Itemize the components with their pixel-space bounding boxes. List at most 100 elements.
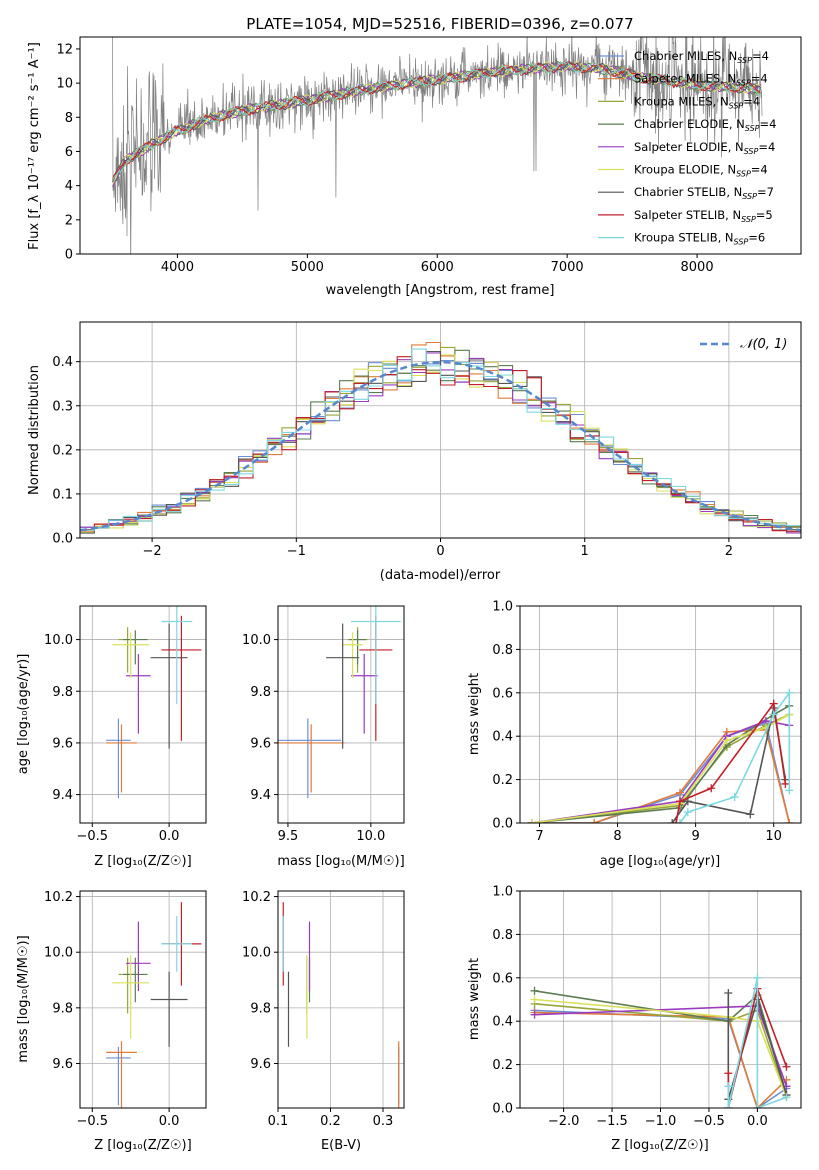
x-tick-label: 0.2 — [320, 1114, 341, 1129]
legend-label-value: =5 — [756, 208, 773, 222]
x-tick-label: −0.5 — [693, 1114, 725, 1129]
mass-vs-metallicity-xlabel: Z [log₁₀(Z/Z☉)] — [94, 1138, 191, 1153]
massweight-vs-metallicity-xlabel: Z [log₁₀(Z/Z☉)] — [611, 1138, 708, 1153]
mass-weight-point-marker — [753, 1104, 762, 1108]
legend-label-value: =4 — [760, 117, 777, 131]
histogram-step — [80, 356, 801, 532]
y-tick-label: 0.4 — [52, 355, 73, 370]
mass-vs-ebv-plot-area: 0.1 0.2 0.3 9.6 9.8 10.0 10.2 — [242, 890, 404, 1129]
y-tick-label: 10.2 — [44, 890, 73, 905]
massweight-vs-age-ylabel: mass weight — [467, 673, 482, 755]
x-tick-label: 5000 — [291, 260, 324, 275]
y-tick-label: 1.0 — [492, 885, 513, 900]
spectrum-frame — [79, 36, 802, 255]
residual-histogram-xlabel: (data-model)/error — [380, 568, 501, 583]
mass-weight-point-marker — [781, 779, 790, 788]
spectrum-legend: Chabrier MILES, NSSP=4 Salpeter MILES, NS… — [598, 49, 776, 247]
age-vs-metallicity-plot-area: −0.5 0.0 9.4 9.6 9.8 10.0 — [44, 606, 206, 844]
legend-label-value: =4 — [751, 163, 768, 177]
mass-weight-point-marker — [668, 819, 677, 823]
x-tick-label: 7 — [535, 829, 543, 844]
x-tick-label: 0.0 — [159, 1114, 180, 1129]
y-tick-label: 0.4 — [492, 1015, 513, 1030]
y-tick-label: 9.8 — [52, 1001, 73, 1016]
mass-vs-metallicity-ylabel: mass [log₁₀(M/M☉)] — [16, 935, 31, 1062]
mass-weight-point-marker — [724, 1069, 733, 1078]
mass-weight-point-marker — [753, 973, 762, 982]
mass-weight-point-marker — [724, 988, 733, 997]
massweight-vs-age-plot-area: 7 8 9 10 0.0 0.2 0.4 0.6 0.8 1.0 — [492, 600, 801, 844]
mass-vs-metallicity-plot-area: −0.5 0.0 9.6 9.8 10.0 10.2 — [44, 890, 206, 1129]
y-tick-label: 0.0 — [492, 1102, 513, 1117]
legend-label: Chabrier ELODIE, NSSP=4 — [634, 117, 776, 133]
mass-weight-point-marker — [530, 1010, 539, 1019]
legend-label: Kroupa STELIB, NSSP=6 — [634, 231, 765, 247]
y-tick-label: 0.4 — [492, 730, 513, 745]
massweight-vs-age-xlabel: age [log₁₀(age/yr)] — [600, 854, 721, 869]
mass-weight-point-marker — [683, 808, 692, 817]
mass-weight-point-marker — [782, 1093, 791, 1102]
x-tick-label: 8000 — [681, 260, 714, 275]
y-tick-label: 2 — [65, 213, 73, 228]
mass-weight-point-marker — [672, 819, 681, 823]
mass-vs-ebv-frame — [277, 890, 405, 1109]
y-tick-label: 10.0 — [44, 633, 73, 648]
x-tick-label: 2 — [725, 544, 733, 559]
mass-weight-series-line — [679, 690, 791, 823]
age-vs-mass-xlabel: mass [log₁₀(M/M☉)] — [277, 854, 404, 869]
legend-label-value: =4 — [752, 49, 769, 63]
mass-weight-series-line — [531, 722, 791, 823]
mass-vs-ebv-xlabel: E(B-V) — [321, 1138, 361, 1153]
y-tick-label: 9.8 — [250, 1001, 271, 1016]
x-tick-label: −1.0 — [645, 1114, 677, 1129]
y-tick-label: 0 — [65, 248, 73, 263]
x-tick-label: 9 — [691, 829, 699, 844]
x-tick-label: 10.0 — [356, 829, 385, 844]
y-tick-label: 10.0 — [242, 946, 271, 961]
y-tick-label: 10.0 — [242, 633, 271, 648]
massweight-vs-metallicity-ylabel: mass weight — [467, 958, 482, 1040]
x-tick-label: −1 — [287, 544, 306, 559]
x-tick-label: −0.5 — [77, 1114, 109, 1129]
mass-weight-series-line — [531, 728, 791, 823]
legend-label: Chabrier STELIB, NSSP=7 — [634, 185, 774, 201]
legend-label-subscript: SSP — [742, 192, 757, 201]
legend-label: Kroupa ELODIE, NSSP=4 — [634, 163, 768, 179]
y-tick-label: 0.2 — [52, 443, 73, 458]
mass-weight-point-marker — [527, 819, 536, 823]
x-tick-label: 10 — [765, 829, 782, 844]
y-tick-label: 0.6 — [492, 971, 513, 986]
mass-weight-point-marker — [769, 699, 778, 708]
y-tick-label: 8 — [65, 111, 73, 126]
massweight-vs-age-panel: 7 8 9 10 0.0 0.2 0.4 0.6 0.8 1.0 age [log₁₀(age/y… — [467, 600, 802, 869]
y-tick-label: 6 — [65, 145, 73, 160]
spectrum-xlabel: wavelength [Angstrom, rest frame] — [326, 283, 555, 298]
y-tick-label: 9.6 — [52, 1057, 73, 1072]
mass-weight-point-marker — [730, 792, 739, 801]
y-tick-label: 0.6 — [492, 686, 513, 701]
mass-weight-point-marker — [785, 688, 794, 697]
age-vs-metallicity-ylabel: age [log₁₀(age/yr)] — [16, 654, 31, 775]
y-tick-label: 9.6 — [250, 736, 271, 751]
y-tick-label: 10.2 — [242, 890, 271, 905]
legend-label-value: =4 — [751, 72, 768, 86]
model-fit-line — [112, 60, 762, 181]
legend-label: Salpeter STELIB, NSSP=5 — [634, 208, 773, 224]
legend-label: Salpeter MILES, NSSP=4 — [634, 72, 768, 88]
mass-weight-series-line — [534, 1003, 788, 1098]
legend-label-subscript: SSP — [737, 56, 752, 65]
age-vs-mass-panel: 9.5 10.0 9.4 9.6 9.8 10.0 mass [log₁₀(M/M☉)] — [242, 605, 405, 869]
x-tick-label: 0.0 — [747, 1114, 768, 1129]
age-vs-mass-frame — [277, 605, 405, 824]
x-tick-label: 0 — [436, 544, 444, 559]
y-tick-label: 0.0 — [52, 532, 73, 547]
observed-spectrum-line — [112, 37, 763, 254]
massweight-vs-age-frame — [519, 605, 802, 824]
mass-weight-point-marker — [785, 819, 794, 823]
x-tick-label: 8 — [613, 829, 621, 844]
age-vs-metallicity-frame — [79, 605, 207, 824]
age-vs-metallicity-xlabel: Z [log₁₀(Z/Z☉)] — [94, 854, 191, 869]
mass-weight-series-line — [534, 1011, 788, 1108]
histogram-step — [80, 348, 801, 531]
legend-label-subscript: SSP — [736, 170, 751, 179]
